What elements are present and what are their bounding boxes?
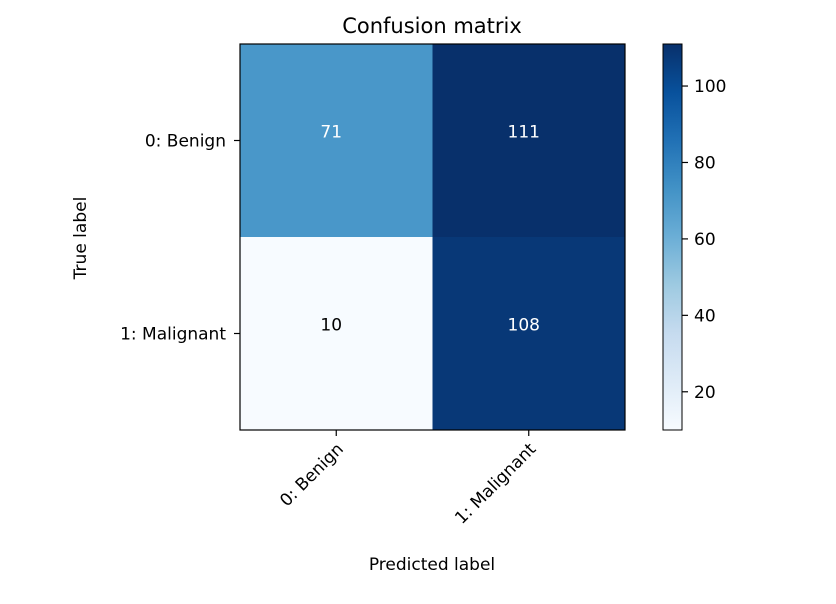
heatmap-cell <box>432 237 625 430</box>
x-axis-label: Predicted label <box>369 555 495 575</box>
heatmap-cell <box>240 237 433 430</box>
chart-title: Confusion matrix <box>342 14 522 38</box>
cell-value-label: 108 <box>508 316 540 336</box>
plot-frame <box>239 43 626 431</box>
heatmap-cell <box>240 44 433 237</box>
cell-value-label: 71 <box>320 123 342 143</box>
heatmap-cell <box>432 44 625 237</box>
colorbar-tick-label: 80 <box>694 153 716 173</box>
cell-value-label: 111 <box>508 123 540 143</box>
x-tick-label: 0: Benign <box>276 439 348 511</box>
y-tick-label: 1: Malignant <box>120 325 226 345</box>
x-tick-label: 1: Malignant <box>451 439 540 528</box>
y-axis-ticks: 0: Benign 1: Malignant <box>120 132 240 345</box>
y-tick-label: 0: Benign <box>145 132 226 152</box>
colorbar <box>662 43 683 431</box>
colorbar-tick-label: 40 <box>694 306 716 326</box>
colorbar-tick-label: 60 <box>694 230 716 250</box>
cell-value-label: 10 <box>320 316 342 336</box>
colorbar-ticks: 20 40 60 80 100 <box>682 77 726 403</box>
heatmap-cells: 71 111 10 108 <box>240 44 625 430</box>
colorbar-tick-label: 100 <box>694 77 726 97</box>
x-axis-ticks: 0: Benign 1: Malignant <box>276 430 541 528</box>
colorbar-tick-label: 20 <box>694 383 716 403</box>
y-axis-label: True label <box>71 197 91 281</box>
